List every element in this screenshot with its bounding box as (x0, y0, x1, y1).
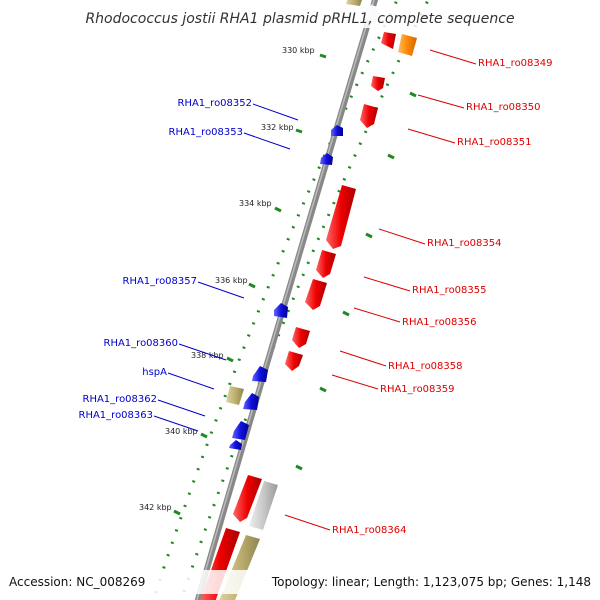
gene-ro08364[interactable] (233, 475, 262, 522)
tick-ring-right (179, 0, 430, 600)
summary-text: Topology: linear; Length: 1,123,075 bp; … (271, 575, 591, 589)
gene-ro08352[interactable] (331, 125, 343, 136)
gene-label-ro08350[interactable]: RHA1_ro08350 (466, 102, 541, 113)
gene-ro08353[interactable] (320, 153, 333, 165)
leader-lines-right (284, 49, 477, 531)
gene-ro08362[interactable] (243, 393, 259, 410)
tick-label-338: 338 kbp (191, 351, 224, 360)
gene-label-ro08364[interactable]: RHA1_ro08364 (332, 525, 407, 536)
gene-ro08349[interactable] (381, 32, 396, 49)
gene-ro08358[interactable] (292, 327, 310, 348)
tick-label-340: 340 kbp (165, 427, 198, 436)
gene-ro08359[interactable] (285, 351, 303, 371)
gene-label-ro08363[interactable]: RHA1_ro08363 (79, 410, 154, 421)
gene-ro08356[interactable] (305, 279, 327, 310)
gene-label-ro08360[interactable]: RHA1_ro08360 (104, 338, 179, 349)
forward-strand-genes (200, 0, 417, 600)
gene-top-tan[interactable] (346, 0, 362, 6)
gene-label-ro08357[interactable]: RHA1_ro08357 (123, 276, 198, 287)
gene-label-ro08359[interactable]: RHA1_ro08359 (380, 384, 455, 395)
tick-ring-left (151, 0, 399, 600)
gene-label-ro08354[interactable]: RHA1_ro08354 (427, 238, 502, 249)
gene-label-ro08358[interactable]: RHA1_ro08358 (388, 361, 463, 372)
gene-ro08351[interactable] (360, 104, 378, 128)
gene-label-ro08356[interactable]: RHA1_ro08356 (402, 317, 477, 328)
gene-labels-left: RHA1_ro08352 RHA1_ro08353 RHA1_ro08357 R… (79, 98, 253, 421)
leader-lines-left (153, 103, 299, 432)
gene-label-ro08349[interactable]: RHA1_ro08349 (478, 58, 553, 69)
footer-backdrop (0, 570, 600, 594)
title-backdrop (86, 6, 514, 28)
gene-labels-right: RHA1_ro08349 RHA1_ro08350 RHA1_ro08351 R… (332, 58, 553, 536)
backbone-highlight (196, 0, 375, 600)
gene-label-ro08353[interactable]: RHA1_ro08353 (169, 127, 244, 138)
accession-text: Accession: NC_008269 (9, 575, 145, 589)
gene-label-ro08362[interactable]: RHA1_ro08362 (83, 394, 158, 405)
map-title: Rhodococcus jostii RHA1 plasmid pRHL1, c… (85, 11, 514, 27)
reverse-strand-genes (226, 4, 380, 450)
gene-label-ro08355[interactable]: RHA1_ro08355 (412, 285, 487, 296)
gene-ro08357[interactable] (274, 303, 288, 318)
gene-ro08355[interactable] (316, 250, 336, 278)
gene-ro08364-grey[interactable] (249, 481, 278, 530)
gene-ro08349-orange[interactable] (398, 34, 417, 56)
tick-label-330: 330 kbp (282, 46, 315, 55)
gene-ro08363[interactable] (232, 421, 249, 440)
gene-ro08350[interactable] (371, 76, 385, 91)
gene-label-hspa[interactable]: hspA (142, 367, 167, 378)
gene-hspa[interactable] (226, 386, 244, 405)
tick-label-334: 334 kbp (239, 199, 272, 208)
tick-marks (173, 14, 429, 516)
backbone (194, 0, 379, 600)
gene-label-ro08352[interactable]: RHA1_ro08352 (178, 98, 253, 109)
tick-label-332: 332 kbp (261, 123, 294, 132)
gene-label-ro08351[interactable]: RHA1_ro08351 (457, 137, 532, 148)
gene-ro08363b[interactable] (229, 440, 242, 450)
tick-label-336: 336 kbp (215, 276, 248, 285)
gene-ro08354[interactable] (326, 185, 356, 249)
tick-label-342: 342 kbp (139, 503, 172, 512)
gene-ro08360[interactable] (252, 366, 268, 382)
